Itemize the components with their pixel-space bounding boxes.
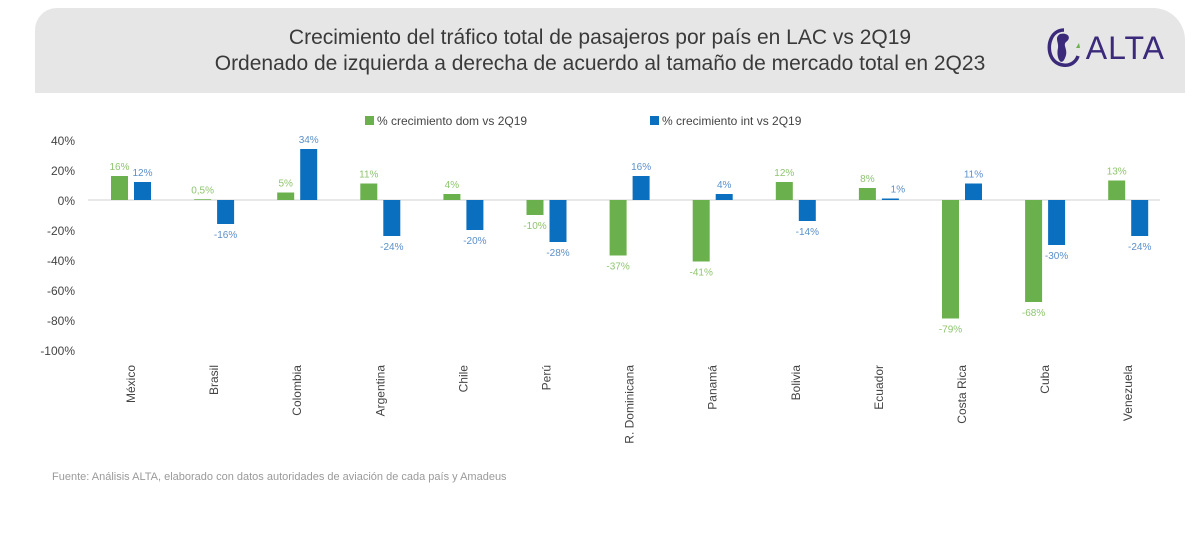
data-label: -14% — [796, 227, 819, 238]
y-tick-label: -100% — [40, 344, 75, 358]
legend-swatch — [650, 116, 659, 125]
legend-label: % crecimiento int vs 2Q19 — [662, 114, 802, 128]
data-label: 4% — [445, 180, 460, 191]
data-label: -41% — [690, 268, 713, 279]
bar-int — [134, 182, 151, 200]
bar-dom — [194, 199, 212, 200]
header-banner: Crecimiento del tráfico total de pasajer… — [35, 8, 1185, 93]
title-line-1: Crecimiento del tráfico total de pasajer… — [288, 26, 912, 49]
bar-dom — [111, 176, 128, 200]
bar-dom — [942, 200, 959, 319]
bar-dom — [775, 182, 793, 200]
y-tick-label: -20% — [47, 224, 75, 238]
bar-int — [715, 194, 733, 200]
data-label: 16% — [631, 162, 651, 173]
bar-dom — [1108, 180, 1126, 200]
bar-dom — [609, 200, 627, 256]
source-note: Fuente: Análisis ALTA, elaborado con dat… — [52, 471, 507, 483]
data-label: 8% — [860, 174, 875, 185]
data-label: -16% — [214, 230, 237, 241]
y-tick-label: -80% — [47, 314, 75, 328]
x-tick-label: Panamá — [706, 365, 720, 410]
x-tick-label: Argentina — [373, 365, 387, 417]
bar-int — [300, 149, 318, 200]
x-tick-label: Chile — [456, 365, 470, 393]
data-label: -10% — [523, 221, 546, 232]
bar-dom — [858, 188, 876, 200]
bar-dom — [1025, 200, 1043, 302]
data-label: 4% — [717, 180, 732, 191]
data-label: 11% — [359, 170, 378, 181]
data-label: -79% — [939, 325, 962, 336]
data-label: 1% — [891, 185, 906, 196]
globe-plane-icon — [1047, 28, 1080, 67]
data-label: -24% — [380, 242, 403, 253]
bar-int — [383, 200, 401, 236]
data-label: -37% — [606, 262, 629, 273]
x-tick-label: Costa Rica — [955, 365, 969, 424]
x-tick-label: Brasil — [207, 365, 221, 395]
data-label: 34% — [299, 135, 319, 146]
bar-dom — [443, 194, 461, 200]
y-tick-label: 0% — [58, 194, 76, 208]
bar-int — [632, 176, 650, 200]
data-label: 5% — [278, 179, 293, 190]
bar-dom — [277, 192, 295, 200]
title-line-2: Ordenado de izquierda a derecha de acuer… — [214, 52, 986, 75]
x-tick-label: R. Dominicana — [623, 365, 637, 444]
data-label: -24% — [1128, 242, 1151, 253]
legend-swatch — [365, 116, 374, 125]
x-tick-label: Venezuela — [1121, 365, 1135, 421]
bar-int — [965, 183, 982, 200]
y-tick-label: 40% — [51, 134, 75, 148]
y-tick-label: 20% — [51, 164, 75, 178]
x-tick-label: Perú — [540, 365, 554, 390]
x-tick-label: Bolivia — [789, 365, 803, 401]
bar-int — [217, 200, 235, 224]
x-tick-label: Cuba — [1038, 365, 1052, 394]
logo-text: ALTA — [1085, 29, 1165, 66]
bar-int — [466, 200, 484, 230]
data-label: -68% — [1022, 308, 1045, 319]
bar-int — [1131, 200, 1149, 236]
x-tick-label: Ecuador — [872, 365, 886, 410]
data-label: 13% — [1107, 167, 1127, 178]
bar-int — [549, 200, 567, 242]
data-label: 11% — [964, 170, 983, 181]
x-tick-label: México — [124, 365, 138, 403]
data-label: 12% — [132, 168, 152, 179]
y-tick-label: -60% — [47, 284, 75, 298]
alta-logo: ALTA — [1044, 26, 1165, 70]
bar-dom — [526, 200, 544, 215]
data-label: -28% — [546, 248, 569, 259]
bar-dom — [360, 183, 378, 200]
data-label: -30% — [1045, 251, 1068, 262]
bar-int — [881, 198, 899, 200]
bar-dom — [692, 200, 710, 262]
x-tick-label: Colombia — [290, 365, 304, 416]
legend-label: % crecimiento dom vs 2Q19 — [377, 114, 527, 128]
data-label: 12% — [774, 168, 794, 179]
chart-title: Crecimiento del tráfico total de pasajer… — [35, 25, 1185, 77]
bar-int — [798, 200, 816, 221]
bar-int — [1048, 200, 1066, 245]
data-label: -20% — [463, 236, 486, 247]
data-label: 0,5% — [191, 185, 214, 196]
data-label: 16% — [109, 162, 129, 173]
y-tick-label: -40% — [47, 254, 75, 268]
